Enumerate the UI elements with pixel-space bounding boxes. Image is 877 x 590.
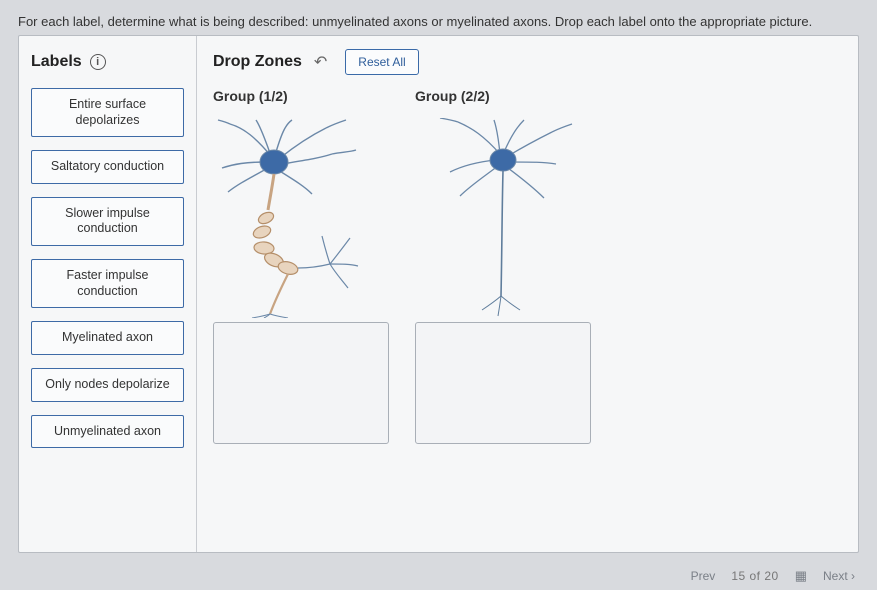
neuron-myelinated-svg [216,118,386,318]
label-tile[interactable]: Faster impulse conduction [31,259,184,308]
info-icon[interactable]: i [90,54,106,70]
labels-header: Labels i [31,46,184,78]
group-2-title: Group (2/2) [415,88,591,104]
neuron-unmyelinated-svg [428,118,578,318]
label-tile[interactable]: Myelinated axon [31,321,184,355]
neuron-myelinated-image [213,112,389,312]
label-tile[interactable]: Only nodes depolarize [31,368,184,402]
labels-title: Labels [31,53,82,71]
grid-icon[interactable]: ▦ [795,568,807,584]
groups-row: Group (1/2) [213,88,842,444]
question-instruction: For each label, determine what is being … [18,14,859,31]
neuron-unmyelinated-image [415,112,591,312]
dropzone-group-1[interactable] [213,322,389,444]
dropzones-column: Drop Zones ↶ Reset All Group (1/2) [197,36,858,552]
prev-button[interactable]: Prev [691,569,716,583]
group-1: Group (1/2) [213,88,389,444]
dropzone-group-2[interactable] [415,322,591,444]
page-counter: 15 of 20 [731,569,778,583]
nav-footer: Prev 15 of 20 ▦ Next › [691,568,855,584]
group-2: Group (2/2) [415,88,591,444]
label-tile[interactable]: Unmyelinated axon [31,415,184,449]
next-button[interactable]: Next › [823,569,855,583]
dropzones-title: Drop Zones [213,53,302,71]
labels-column: Labels i Entire surface depolarizes Salt… [19,36,197,552]
undo-icon[interactable]: ↶ [314,52,327,72]
label-tile[interactable]: Entire surface depolarizes [31,88,184,137]
activity-panel: Labels i Entire surface depolarizes Salt… [18,35,859,553]
dropzones-header: Drop Zones ↶ Reset All [213,46,842,78]
reset-all-button[interactable]: Reset All [345,49,418,75]
label-tile[interactable]: Slower impulse conduction [31,197,184,246]
label-tile[interactable]: Saltatory conduction [31,150,184,184]
group-1-title: Group (1/2) [213,88,389,104]
